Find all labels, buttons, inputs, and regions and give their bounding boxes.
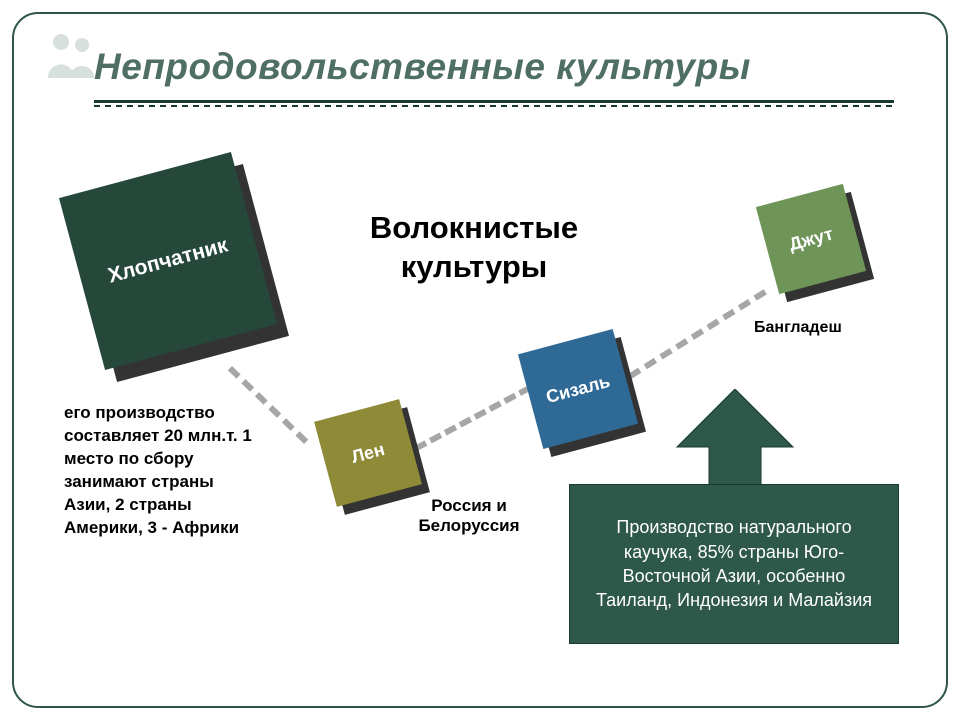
jute-caption: Бангладеш	[754, 319, 884, 337]
slide-frame: Непродовольственные культуры Волокнистые…	[12, 12, 948, 708]
connector-1	[414, 385, 532, 451]
title-underline	[94, 100, 894, 107]
flax-caption: Россия и Белоруссия	[399, 496, 539, 537]
rubber-callout: Производство натурального каучука, 85% с…	[569, 464, 899, 644]
people-icon	[42, 30, 102, 82]
callout-text: Производство натурального каучука, 85% с…	[569, 484, 899, 644]
callout-arrow-icon	[675, 389, 795, 485]
connector-2	[628, 289, 767, 379]
slide-title: Непродовольственные культуры	[94, 46, 751, 88]
section-subtitle: Волокнистые культуры	[314, 209, 634, 287]
cotton-description: его производство составляет 20 млн.т. 1 …	[64, 402, 254, 540]
